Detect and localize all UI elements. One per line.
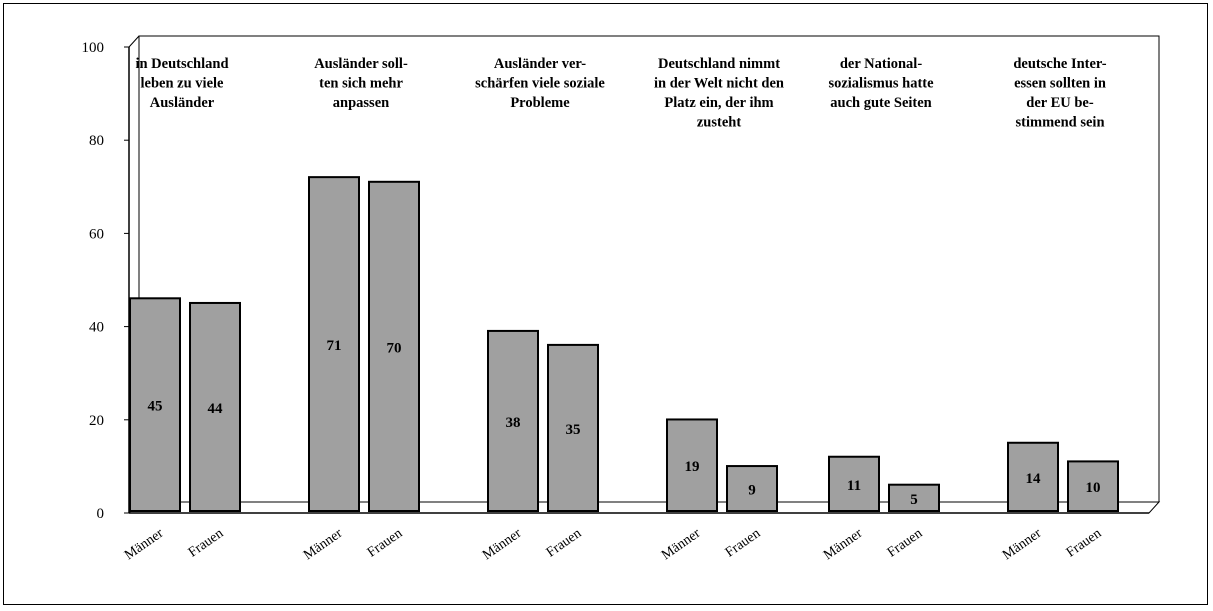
data-label: 9 xyxy=(748,483,756,499)
bar-mnner xyxy=(828,455,880,512)
plot-floor xyxy=(127,501,1161,514)
bar-frauen xyxy=(1067,460,1119,512)
y-tick-label: 0 xyxy=(97,506,105,522)
category-labels: in Deutschland leben zu viele Ausländer Aus… xyxy=(135,56,1106,131)
data-label: 19 xyxy=(685,459,700,475)
category-label: in Deutschland leben zu viele Ausländer xyxy=(135,56,228,111)
x-tick-label: Männer xyxy=(122,526,167,563)
y-tick-label: 100 xyxy=(82,40,105,56)
y-tick-label: 60 xyxy=(89,226,104,242)
data-label: 11 xyxy=(847,478,861,494)
bar-mnner xyxy=(487,329,539,513)
data-label: 35 xyxy=(566,422,581,438)
data-label: 10 xyxy=(1086,480,1101,496)
data-label: 44 xyxy=(208,401,224,417)
category-label: Deutschland nimmt in der Welt nicht den Pl… xyxy=(654,56,784,131)
x-tick-label: Frauen xyxy=(186,526,226,561)
x-tick-label: Frauen xyxy=(723,526,763,561)
y-tick-label: 20 xyxy=(89,413,104,429)
axes: 0 20 40 60 80 100 xyxy=(82,35,1161,522)
x-axis-labels: Männer Frauen Männer Frauen Männer Frauen Männ… xyxy=(122,526,1104,563)
plot-top-depth-edge xyxy=(128,35,140,48)
bar-chart: 0 20 40 60 80 100 in Deutschland leben zu viel… xyxy=(82,35,1161,563)
bar-mnner xyxy=(666,418,718,512)
x-tick-label: Männer xyxy=(301,526,346,563)
chart-frame: 0 20 40 60 80 100 in Deutschland leben zu viel… xyxy=(3,3,1208,605)
category-label: Ausländer ver-schärfen viele soziale Prob… xyxy=(475,56,605,111)
category-label: deutsche Inter-essen sollten in der EU be… xyxy=(1013,56,1106,131)
x-tick-label: Frauen xyxy=(1064,526,1104,561)
bar-mnner xyxy=(308,176,360,512)
y-tick-label: 80 xyxy=(89,133,104,149)
category-label: der National-sozialismus hatte auch gute … xyxy=(828,56,934,111)
plot-back-wall xyxy=(138,35,1160,502)
x-tick-label: Frauen xyxy=(365,526,405,561)
bar-frauen xyxy=(888,483,940,513)
x-tick-label: Frauen xyxy=(885,526,925,561)
category-label: Ausländer soll-ten sich mehr anpassen xyxy=(314,56,408,111)
x-tick-label: Männer xyxy=(1000,526,1045,563)
bar-frauen xyxy=(726,465,778,512)
y-tick-label: 40 xyxy=(89,320,104,336)
data-label: 70 xyxy=(387,340,402,356)
x-tick-label: Frauen xyxy=(544,526,584,561)
data-label: 38 xyxy=(506,415,521,431)
bar-mnner xyxy=(129,297,181,512)
data-label: 71 xyxy=(327,338,342,354)
x-tick-label: Männer xyxy=(659,526,704,563)
bar-frauen xyxy=(189,301,241,512)
x-tick-label: Männer xyxy=(821,526,866,563)
bar-frauen xyxy=(547,343,599,512)
bar-frauen xyxy=(368,180,420,513)
data-label: 14 xyxy=(1026,471,1042,487)
data-label: 45 xyxy=(148,399,163,415)
x-tick-label: Männer xyxy=(480,526,525,563)
bars: 45 44 71 70 38 35 19 9 11 5 14 10 xyxy=(129,176,1119,513)
bar-mnner xyxy=(1007,441,1059,513)
data-label: 5 xyxy=(910,492,918,508)
